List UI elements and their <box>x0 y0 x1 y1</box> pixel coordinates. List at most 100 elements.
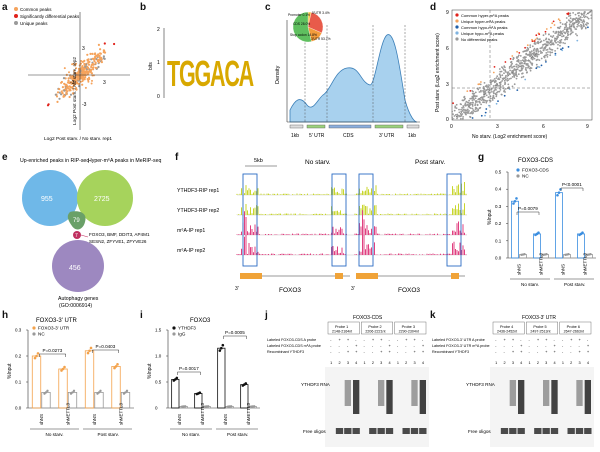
a-point <box>68 89 71 92</box>
d-point <box>482 96 484 98</box>
d-point <box>544 33 547 35</box>
d-point <box>483 95 486 98</box>
bar-point-main <box>244 382 248 385</box>
bar-point-main <box>512 202 515 205</box>
d-point <box>469 103 472 106</box>
d-point <box>576 34 578 37</box>
a-point <box>84 86 87 89</box>
gel-row-value: - <box>537 349 539 354</box>
d-point <box>578 21 581 23</box>
d-point <box>538 33 541 36</box>
bar-tick-label: 0 <box>155 406 158 411</box>
d-point <box>464 104 467 106</box>
gel-row-value: + <box>545 337 548 342</box>
a-point <box>63 67 66 70</box>
bar-group-label: shMETTL3 <box>246 402 251 425</box>
bar-point-main <box>35 354 38 358</box>
d-point <box>461 106 463 109</box>
d-point <box>544 59 547 62</box>
d-point <box>485 108 488 110</box>
a-point <box>89 70 92 73</box>
d-point <box>499 76 502 79</box>
d-point <box>536 42 538 44</box>
d-point <box>483 82 486 84</box>
d-point <box>529 67 532 70</box>
d-point <box>576 21 578 24</box>
d-point <box>554 52 557 55</box>
gel-lane-number: 2 <box>339 361 341 365</box>
bar-tick-label: 0.5 <box>495 170 502 175</box>
bar-main <box>84 350 95 409</box>
probe-box <box>492 321 525 335</box>
pie-label-promoter: Promoter 0.1% <box>288 13 310 17</box>
bar-point-main <box>557 191 561 194</box>
d-point <box>501 74 504 77</box>
bar-point-nc <box>71 391 74 394</box>
d-point <box>493 66 496 68</box>
probe-range: 2206-2221nt <box>365 330 385 334</box>
legend-dot-nodiff <box>455 37 459 41</box>
a-point <box>93 53 96 56</box>
panel-c-seg-1kb-a <box>289 124 304 129</box>
a-point <box>64 88 68 91</box>
a-point <box>68 95 71 99</box>
d-point <box>460 108 462 111</box>
d-point <box>583 16 586 19</box>
f-3prime-right: 3' <box>351 286 355 292</box>
d-point <box>475 95 478 97</box>
d-point <box>493 89 496 92</box>
legend-text-nc: NC <box>38 332 45 337</box>
gel-lane-number: 3 <box>545 361 547 365</box>
d-point <box>565 30 568 33</box>
f-cond-left: No starv. <box>305 159 331 166</box>
bar-point-nc <box>589 253 592 256</box>
d-point <box>502 85 504 87</box>
d-point <box>502 68 505 71</box>
gel-row-value: - <box>562 349 564 354</box>
gel-row-value: - <box>570 343 572 348</box>
a-point <box>56 100 59 103</box>
panel-letter-c: c <box>265 2 271 13</box>
a-point <box>80 68 83 71</box>
d-point <box>544 54 547 57</box>
venn-genes-line1: FOXO3, BMF, DDIT3, AP4M1 <box>89 232 150 237</box>
d-point <box>535 53 538 56</box>
d-point <box>466 101 469 104</box>
d-point <box>535 49 538 51</box>
d-point <box>468 99 470 102</box>
panel-e-venn: Up-enriched peaks in RIP-seq Hyper-m⁶A p… <box>20 158 161 309</box>
d-point <box>549 40 552 43</box>
d-ytick-0: 0 <box>446 117 449 123</box>
d-point <box>504 88 507 90</box>
d-point <box>462 116 464 118</box>
d-point <box>522 65 525 68</box>
bar-group-label: shNS <box>92 414 97 425</box>
d-point <box>471 105 474 107</box>
d-point <box>516 59 519 62</box>
bar-tick-label: 0.1 <box>15 380 22 385</box>
d-point <box>509 73 511 76</box>
gel-row-label: Labeled FOXO3-CDS A probe <box>267 338 316 342</box>
gel-row-value: + <box>339 337 342 342</box>
d-point <box>504 66 506 69</box>
d-point <box>509 58 512 60</box>
a-point <box>60 80 64 84</box>
gel-row-value: + <box>372 337 375 342</box>
d-ytick-9: 9 <box>446 10 449 16</box>
d-point <box>581 13 584 16</box>
venn-label-left: Up-enriched peaks in RIP-seq <box>20 158 89 164</box>
panel-c-density: Density 1kb 5' UTR CDS 3' UTR 1kb Promot… <box>275 11 420 139</box>
d-point <box>557 43 559 46</box>
d-point <box>548 42 551 44</box>
a-point <box>99 48 102 51</box>
d-point <box>511 69 514 72</box>
d-xtick-3: 3 <box>496 124 499 130</box>
a-point <box>58 91 61 94</box>
bar-point-main <box>33 356 37 360</box>
d-point <box>546 41 549 44</box>
d-point <box>535 50 538 53</box>
bar-ylabel: %Input <box>487 209 493 225</box>
bar-cond-label: No starv. <box>46 432 64 437</box>
bar-sig-bracket <box>560 187 584 191</box>
